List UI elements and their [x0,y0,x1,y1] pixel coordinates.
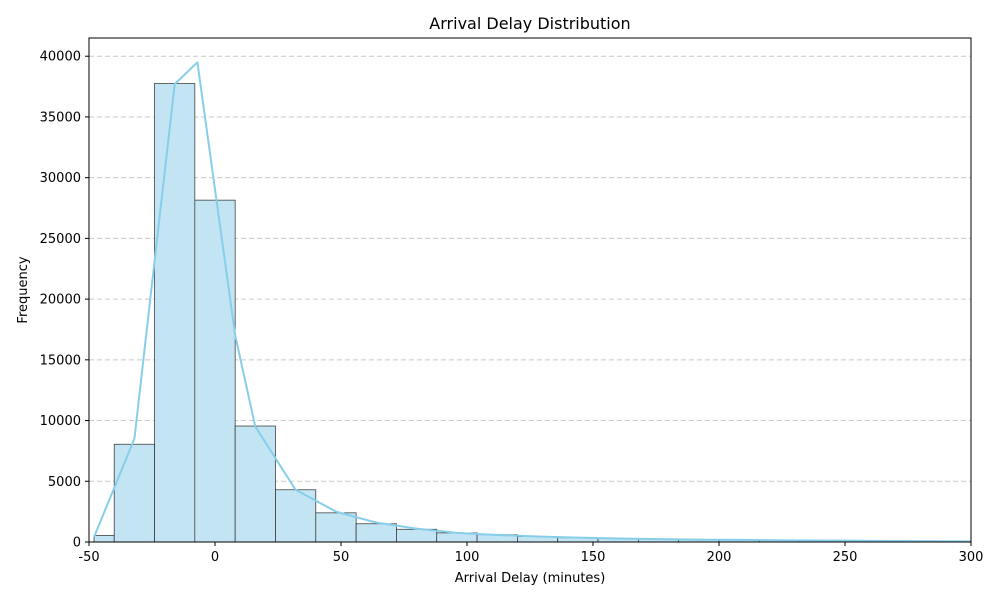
x-tick-label-7: 300 [959,550,984,565]
histogram-bar-2 [154,83,196,542]
y-axis-title: Frequency [16,256,31,323]
y-tick-label-2: 10000 [40,414,81,429]
histogram-bar-0 [93,534,115,542]
histogram-bar-3 [194,199,236,542]
y-tick-label-3: 15000 [40,353,81,368]
x-tick-label-5: 200 [707,550,732,565]
histogram-bar-5 [275,489,317,542]
y-tick-label-4: 20000 [40,293,81,308]
bars-layer [93,83,971,542]
histogram-bar-6 [315,512,357,542]
x-tick-label-2: 50 [333,550,350,565]
plot-frame [88,37,972,543]
y-tick-label-1: 5000 [48,475,81,490]
x-axis-ticks: -50 0 50 100 150 200 250 300 [78,542,983,565]
histogram-bar-7 [355,523,397,542]
y-tick-label-7: 35000 [40,110,81,125]
y-tick-label-5: 25000 [40,232,81,247]
x-tick-label-6: 250 [833,550,858,565]
kde-layer [93,61,971,542]
x-tick-label-0: -50 [78,550,99,565]
x-axis-title: Arrival Delay (minutes) [455,571,606,586]
kde-curve [93,61,971,542]
x-tick-label-4: 150 [581,550,606,565]
y-axis-ticks: 0 5000 10000 15000 20000 25000 30000 35000 40000 [40,50,89,551]
y-tick-label-6: 30000 [40,171,81,186]
histogram-bar-8 [396,528,438,542]
y-tick-label-0: 0 [73,536,81,551]
grid-layer [89,55,971,482]
histogram-bar-1 [113,443,155,542]
chart-title: Arrival Delay Distribution [429,14,630,33]
x-tick-label-1: 0 [211,550,219,565]
histogram-bar-4 [234,425,276,542]
x-tick-label-3: 100 [455,550,480,565]
y-tick-label-8: 40000 [40,50,81,65]
